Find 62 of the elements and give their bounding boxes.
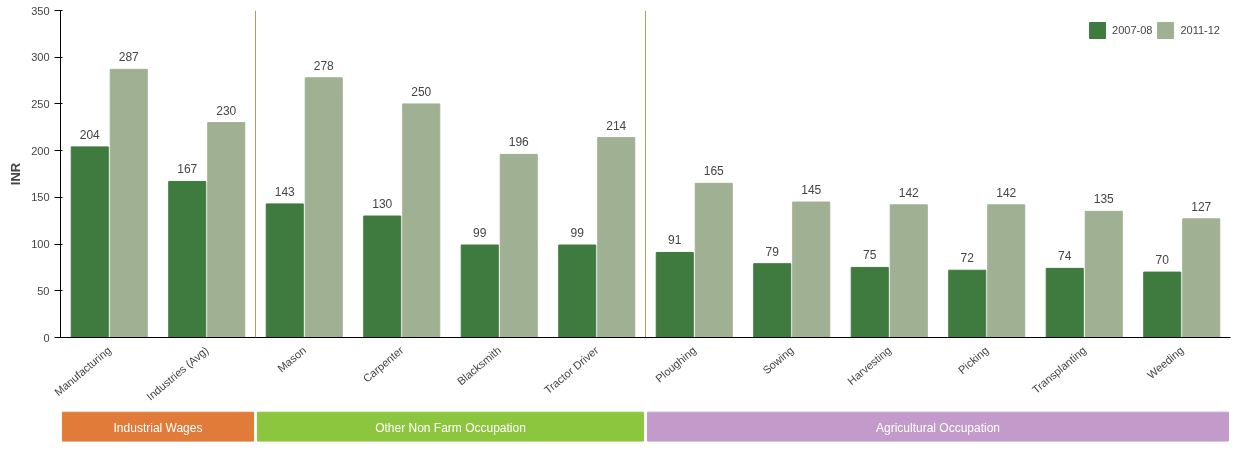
y-tick-label: 200: [31, 144, 50, 157]
y-axis-title: INR: [8, 162, 24, 186]
bar: [1045, 267, 1084, 338]
y-tick-label: 0: [43, 331, 50, 344]
data-label: 278: [313, 58, 335, 73]
bar: [948, 269, 987, 338]
data-label: 91: [668, 233, 682, 248]
bar: [1084, 210, 1123, 338]
data-label: 167: [177, 162, 198, 177]
bar: [109, 68, 148, 338]
legend-label: 2011-12: [1180, 24, 1220, 36]
data-label: 75: [863, 248, 877, 263]
y-tick-label: 150: [31, 191, 50, 204]
data-label: 99: [473, 226, 487, 241]
bar: [363, 215, 402, 338]
data-label: 145: [801, 183, 822, 198]
bar: [753, 263, 792, 338]
bar: [460, 244, 499, 338]
bar: [70, 146, 109, 338]
y-tick-label: 350: [31, 4, 50, 17]
data-label: 142: [898, 185, 920, 200]
data-label: 287: [118, 50, 140, 65]
bar: [168, 180, 207, 338]
text: Other Non Farm Occupation: [375, 420, 526, 435]
bar: [655, 251, 694, 338]
y-tick-label: 250: [31, 97, 50, 110]
data-label: 196: [508, 135, 530, 150]
data-label: 99: [570, 226, 585, 241]
bar: [1143, 271, 1182, 338]
bar: [207, 122, 246, 338]
data-label: 214: [606, 118, 627, 133]
data-label: 230: [216, 103, 237, 118]
bar: [1182, 218, 1221, 338]
data-label: 143: [274, 184, 296, 199]
bar: [597, 137, 636, 338]
y-tick-label: 50: [37, 284, 50, 297]
data-label: 70: [1155, 253, 1170, 268]
data-label: 72: [960, 251, 975, 266]
bar: [499, 153, 538, 338]
bar: [889, 204, 928, 338]
bar: [694, 182, 733, 338]
bar: [987, 204, 1026, 338]
bar: [792, 201, 831, 338]
data-label: 74: [1058, 249, 1072, 264]
data-label: 165: [703, 164, 725, 179]
data-label: 204: [79, 127, 101, 142]
y-tick-label: 300: [31, 51, 50, 64]
data-label: 130: [372, 197, 393, 212]
text: Industrial Wages: [113, 420, 203, 435]
bar: [265, 203, 304, 338]
bar: [850, 266, 889, 338]
legend-label: 2007-08: [1112, 24, 1153, 36]
data-label: 250: [411, 84, 432, 99]
bar: [304, 77, 343, 338]
data-label: 79: [765, 244, 780, 259]
y-tick-label: 100: [31, 238, 50, 251]
data-label: 127: [1191, 199, 1212, 214]
data-label: 135: [1093, 192, 1115, 207]
bar: [402, 103, 441, 338]
data-label: 142: [996, 185, 1017, 200]
bar: [558, 244, 597, 338]
text: Agricultural Occupation: [875, 420, 1001, 435]
